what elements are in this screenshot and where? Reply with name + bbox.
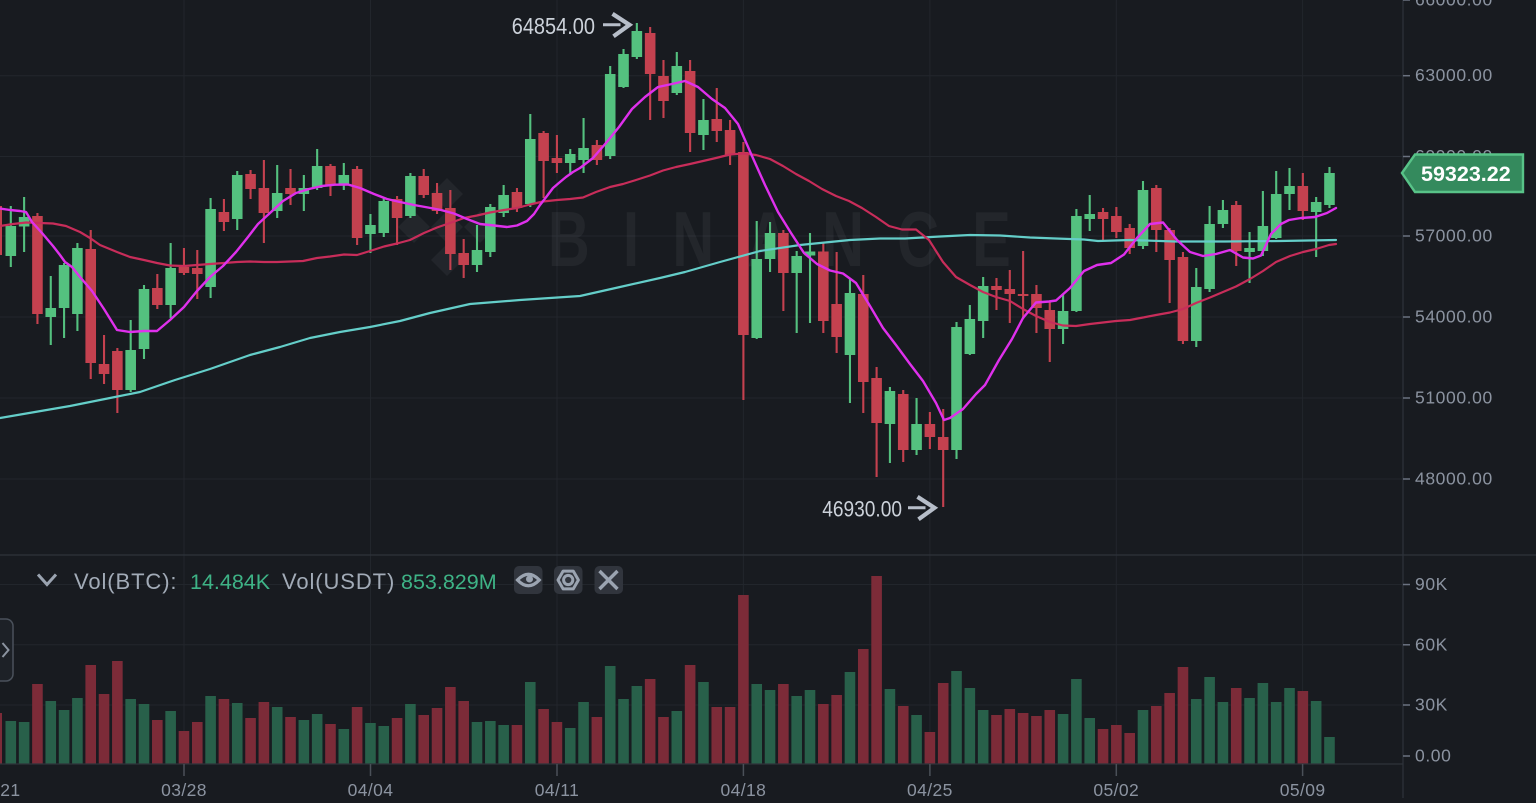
svg-text:05/09: 05/09 (1280, 780, 1326, 798)
svg-text:04/04: 04/04 (348, 780, 394, 798)
svg-text:51000.00: 51000.00 (1415, 388, 1493, 408)
svg-text:03/28: 03/28 (161, 780, 207, 798)
svg-text:60K: 60K (1415, 634, 1448, 654)
svg-text:66000.00: 66000.00 (1415, 0, 1493, 10)
svg-text:03/21: 03/21 (0, 780, 20, 798)
svg-text:04/25: 04/25 (907, 780, 953, 798)
svg-text:59323.22: 59323.22 (1421, 162, 1511, 186)
svg-text:64854.00: 64854.00 (512, 13, 595, 40)
svg-text:Vol(BTC):: Vol(BTC): (74, 569, 177, 594)
svg-text:54000.00: 54000.00 (1415, 307, 1493, 327)
svg-text:04/18: 04/18 (721, 780, 767, 798)
svg-text:14.484K: 14.484K (190, 570, 271, 594)
svg-text:46930.00: 46930.00 (822, 497, 902, 522)
svg-text:30K: 30K (1415, 695, 1448, 715)
svg-text:Vol(USDT): Vol(USDT) (282, 569, 395, 594)
svg-text:04/11: 04/11 (535, 780, 580, 798)
svg-text:57000.00: 57000.00 (1415, 226, 1493, 246)
svg-text:05/02: 05/02 (1093, 780, 1139, 798)
svg-text:48000.00: 48000.00 (1415, 469, 1493, 489)
svg-text:90K: 90K (1415, 574, 1448, 594)
svg-text:853.829M: 853.829M (401, 570, 497, 594)
svg-text:0.00: 0.00 (1415, 746, 1451, 766)
svg-text:63000.00: 63000.00 (1415, 65, 1493, 85)
